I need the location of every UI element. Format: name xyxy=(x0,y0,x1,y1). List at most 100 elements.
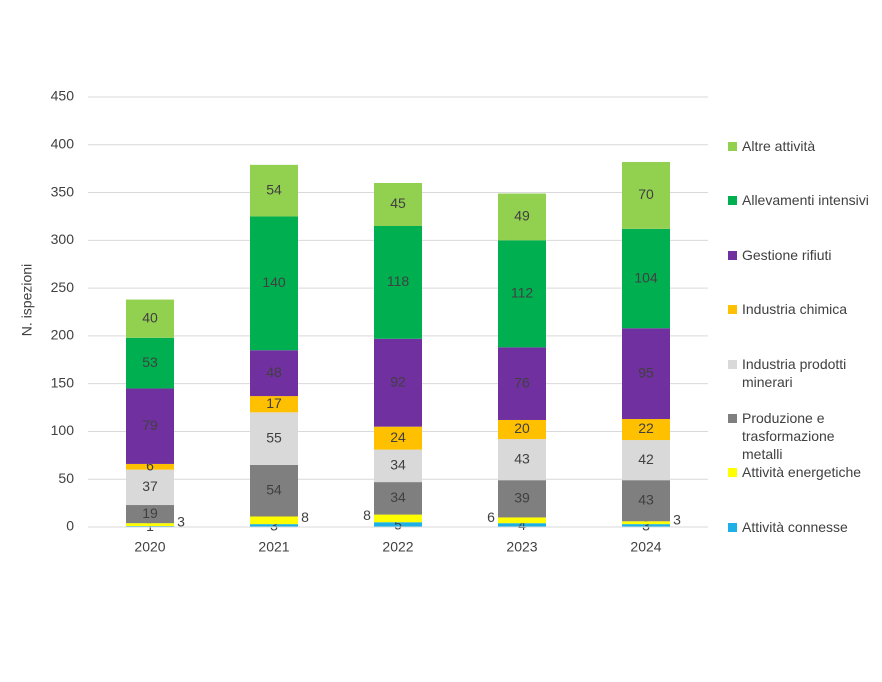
data-label: 1 xyxy=(146,518,154,534)
legend-swatch xyxy=(728,305,737,315)
bar-segment xyxy=(374,338,422,427)
data-label: 24 xyxy=(390,429,406,445)
data-label: 39 xyxy=(514,490,530,506)
legend-label: Attività energetiche xyxy=(742,464,862,481)
legend-label: Industria chimica xyxy=(742,301,848,318)
y-tick-label: 450 xyxy=(51,88,75,104)
x-tick-label: 2022 xyxy=(382,539,413,555)
legend-item: Attività energetiche xyxy=(728,463,878,481)
bar-segment xyxy=(250,396,298,413)
bar-segment xyxy=(126,388,174,464)
bar-segment xyxy=(250,412,298,465)
bar-segment xyxy=(250,350,298,397)
bar-segment xyxy=(250,464,298,517)
data-label: 43 xyxy=(514,450,530,466)
data-label: 112 xyxy=(511,285,534,301)
bar-segment xyxy=(498,347,546,420)
bar-segment xyxy=(622,521,670,525)
bar-segment xyxy=(498,240,546,348)
bar-segment xyxy=(622,228,670,329)
bar-segment xyxy=(498,480,546,518)
data-label: 6 xyxy=(487,509,495,525)
legend-item: Industria chimica xyxy=(728,300,878,318)
x-tick-label: 2021 xyxy=(258,539,289,555)
legend-swatch xyxy=(728,359,737,369)
bar-segment xyxy=(374,226,422,339)
bar-segment xyxy=(126,337,174,389)
y-tick-label: 400 xyxy=(51,135,75,151)
y-axis-title: N. ispezioni xyxy=(19,264,35,336)
legend-label: Industria prodotti minerari xyxy=(742,355,847,390)
legend-label: Altre attività xyxy=(742,138,816,154)
data-label: 140 xyxy=(262,274,286,290)
bar-segment xyxy=(126,299,174,338)
x-tick-label: 2020 xyxy=(134,539,165,555)
data-label: 42 xyxy=(638,451,654,467)
x-tick-label: 2024 xyxy=(630,539,661,555)
data-label: 22 xyxy=(638,420,654,436)
legend-item: Altre attività xyxy=(728,137,878,155)
data-label: 37 xyxy=(142,478,158,494)
bar-segment xyxy=(498,523,546,527)
data-label: 45 xyxy=(390,195,406,211)
legend-label: Attività connesse xyxy=(742,518,848,535)
bar-segment xyxy=(622,419,670,441)
data-label: 49 xyxy=(514,208,530,224)
legend-item: Produzione e trasformazione metalli xyxy=(728,409,878,463)
bar-segment xyxy=(622,161,670,229)
data-label: 48 xyxy=(266,364,282,380)
bar-segment xyxy=(374,426,422,450)
data-label: 55 xyxy=(266,429,282,445)
bar-segment xyxy=(250,516,298,525)
data-label: 5 xyxy=(394,516,402,532)
data-label: 118 xyxy=(387,273,410,289)
y-tick-label: 300 xyxy=(51,231,75,247)
bar-segment xyxy=(250,216,298,351)
data-label: 4 xyxy=(518,517,526,533)
data-label: 95 xyxy=(638,364,654,380)
bar-segment xyxy=(622,524,670,527)
data-label: 54 xyxy=(266,181,282,197)
y-tick-label: 50 xyxy=(58,470,74,486)
legend-item: Allevamenti intensivi xyxy=(728,191,878,209)
y-tick-label: 200 xyxy=(51,327,75,343)
bar-segment xyxy=(126,523,174,527)
data-label: 8 xyxy=(301,509,309,525)
data-label: 34 xyxy=(390,489,406,505)
bar-segment xyxy=(250,524,298,527)
bar-segment xyxy=(374,482,422,515)
bar-segment xyxy=(498,439,546,481)
legend-item: Attività connesse xyxy=(728,518,878,536)
legend-swatch xyxy=(728,196,737,206)
legend-swatch xyxy=(728,142,737,151)
data-label: 3 xyxy=(177,513,185,529)
bar-segment xyxy=(126,505,174,524)
data-label: 6 xyxy=(146,458,154,474)
bar-segment xyxy=(498,193,546,241)
data-label: 70 xyxy=(638,186,654,202)
data-label: 53 xyxy=(142,354,158,370)
data-label: 19 xyxy=(142,505,158,521)
bar-segment xyxy=(622,480,670,522)
bar-segment xyxy=(374,449,422,483)
data-label: 76 xyxy=(514,374,530,390)
bar-segment xyxy=(498,419,546,440)
legend-swatch xyxy=(728,522,737,532)
data-label: 17 xyxy=(266,395,282,411)
bar-segment xyxy=(498,517,546,524)
bar-segment xyxy=(374,183,422,226)
data-label: 104 xyxy=(634,269,658,285)
data-label: 79 xyxy=(142,417,158,433)
legend-label: Allevamenti intensivi xyxy=(742,192,869,209)
bar-segment xyxy=(126,469,174,506)
data-label: 43 xyxy=(638,491,654,507)
data-label: 54 xyxy=(266,481,282,497)
legend-item: Industria prodotti minerari xyxy=(728,355,878,391)
data-label: 34 xyxy=(390,457,406,473)
legend-swatch xyxy=(728,250,737,260)
data-label: 3 xyxy=(270,517,278,533)
y-tick-label: 150 xyxy=(51,374,75,390)
y-tick-label: 100 xyxy=(51,422,75,438)
